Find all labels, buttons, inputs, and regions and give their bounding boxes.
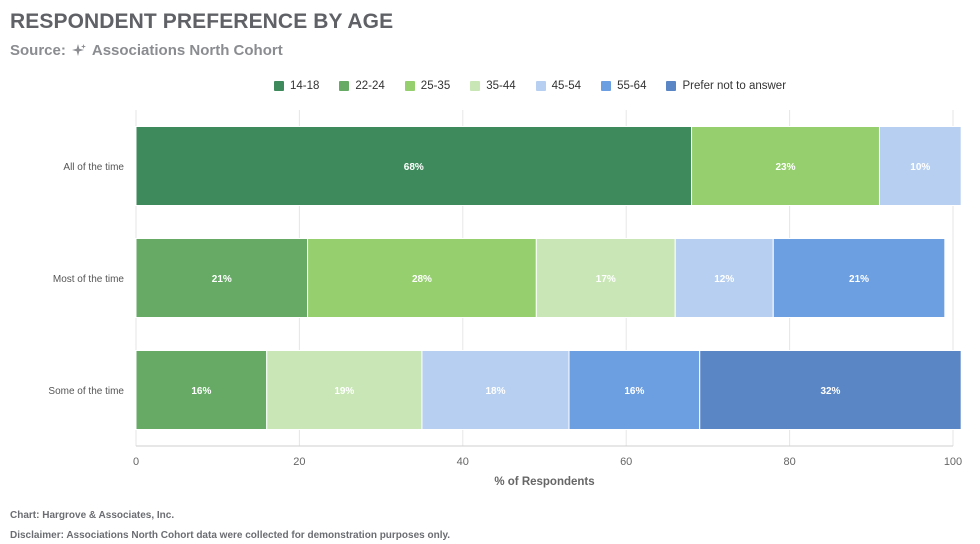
bar-data-label: 16% bbox=[191, 386, 211, 397]
chart-subtitle: Source: Associations North Cohort bbox=[10, 42, 283, 59]
subtitle-prefix: Source: bbox=[10, 42, 66, 59]
bar-data-label: 23% bbox=[776, 162, 796, 173]
category-label: Most of the time bbox=[53, 274, 125, 285]
legend-swatch bbox=[601, 81, 612, 91]
bar-segment[interactable] bbox=[266, 350, 423, 430]
bar-data-label: 68% bbox=[404, 162, 424, 173]
bar-data-label: 18% bbox=[485, 386, 505, 397]
bar-data-label: 21% bbox=[212, 274, 232, 285]
legend-item-45-54[interactable]: 45-54 bbox=[535, 80, 582, 92]
chart-title: RESPONDENT PREFERENCE BY AGE bbox=[10, 10, 394, 33]
bar-segment[interactable] bbox=[772, 238, 946, 318]
category-label: All of the time bbox=[63, 162, 124, 173]
x-tick-label: 20 bbox=[293, 456, 305, 468]
bar-segment[interactable] bbox=[421, 350, 570, 430]
x-tick-label: 80 bbox=[783, 456, 795, 468]
bar-data-label: 32% bbox=[820, 386, 840, 397]
bar-data-label: 28% bbox=[412, 274, 432, 285]
legend-label: Prefer not to answer bbox=[682, 80, 787, 92]
legend-item-25-35[interactable]: 25-35 bbox=[404, 80, 451, 92]
legend-swatch bbox=[535, 81, 546, 91]
legend-label: 45-54 bbox=[551, 80, 582, 92]
bar-segment[interactable] bbox=[699, 350, 962, 430]
chart-disclaimer: Disclaimer: Associations North Cohort da… bbox=[10, 530, 451, 541]
legend-label: 22-24 bbox=[355, 80, 385, 92]
legend-label: 25-35 bbox=[420, 80, 451, 92]
subtitle-source-name: Associations North Cohort bbox=[91, 42, 283, 59]
bar-data-label: 21% bbox=[849, 274, 869, 285]
chart-legend: 14-18 22-24 25-35 35-44 45-54 55-64 Prefer not… bbox=[0, 80, 980, 92]
bar-data-label: 12% bbox=[714, 274, 734, 285]
sparkle-icon bbox=[71, 43, 87, 59]
bar-segment[interactable] bbox=[307, 238, 537, 318]
x-tick-label: 100 bbox=[944, 456, 962, 468]
legend-swatch bbox=[339, 81, 350, 91]
bar-data-label: 17% bbox=[596, 274, 616, 285]
legend-label: 35-44 bbox=[486, 80, 516, 92]
bar-data-label: 16% bbox=[624, 386, 644, 397]
bar-segment[interactable] bbox=[535, 238, 676, 318]
x-tick-label: 40 bbox=[457, 456, 469, 468]
legend-swatch bbox=[404, 81, 415, 91]
bar-data-label: 10% bbox=[910, 162, 930, 173]
bar-segment[interactable] bbox=[135, 350, 268, 430]
legend-item-22-24[interactable]: 22-24 bbox=[339, 80, 385, 92]
legend-item-14-18[interactable]: 14-18 bbox=[273, 80, 320, 92]
legend-item-prefer-not-to-answer[interactable]: Prefer not to answer bbox=[666, 80, 786, 92]
legend-item-35-44[interactable]: 35-44 bbox=[470, 80, 516, 92]
chart-credit: Chart: Hargrove & Associates, Inc. bbox=[10, 510, 175, 521]
x-tick-label: 0 bbox=[133, 456, 139, 468]
bar-segment[interactable] bbox=[135, 126, 693, 206]
category-label: Some of the time bbox=[48, 386, 124, 397]
x-tick-label: 60 bbox=[620, 456, 632, 468]
bar-segment[interactable] bbox=[135, 238, 309, 318]
legend-swatch bbox=[666, 81, 677, 91]
legend-label: 14-18 bbox=[289, 80, 320, 92]
legend-item-55-64[interactable]: 55-64 bbox=[601, 80, 646, 92]
bar-segment[interactable] bbox=[691, 126, 880, 206]
bar-segment[interactable] bbox=[878, 126, 962, 206]
legend-swatch bbox=[470, 81, 481, 91]
bar-segment[interactable] bbox=[568, 350, 701, 430]
x-axis-label: % of Respondents bbox=[494, 476, 594, 488]
bar-data-label: 19% bbox=[334, 386, 354, 397]
legend-swatch bbox=[273, 81, 284, 91]
legend-label: 55-64 bbox=[617, 80, 647, 92]
